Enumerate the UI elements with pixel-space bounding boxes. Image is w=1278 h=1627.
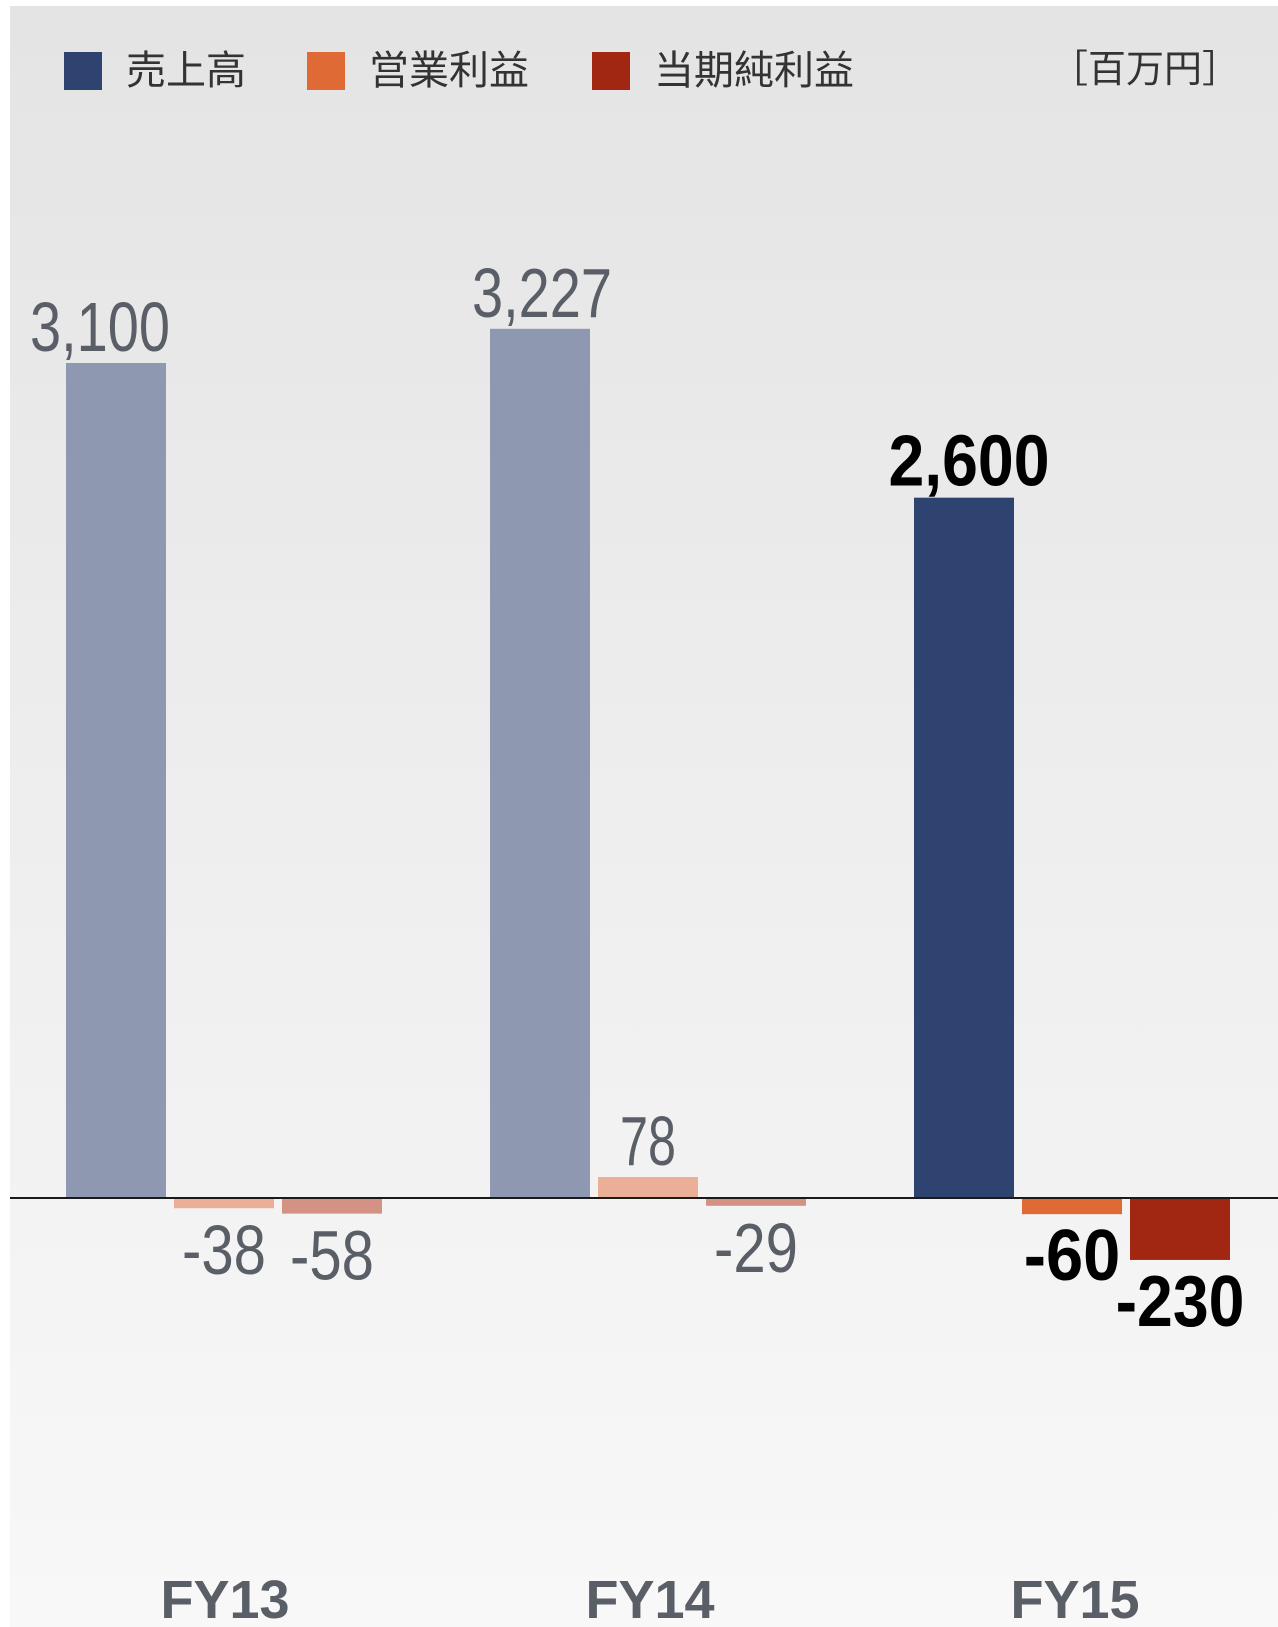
legend-swatch-3 xyxy=(592,52,630,90)
bar-fy14-series-1 xyxy=(490,328,590,1198)
value-label-fy14-series-3: -29 xyxy=(714,1209,798,1287)
legend-label-2: 営業利益 xyxy=(369,48,529,94)
value-label-fy13-series-1: 3,100 xyxy=(30,288,170,366)
value-labels: 3,100 -38 -58 3,227 78 -29 2,600 -60-230 xyxy=(30,254,1244,1342)
x-axis-labels: FY13 FY14 FY15 xyxy=(160,1570,1139,1627)
x-label-fy15: FY15 xyxy=(1010,1570,1139,1627)
legend-label-3: 当期純利益 xyxy=(654,48,854,94)
legend: 売上高 営業利益 当期純利益 xyxy=(64,48,854,94)
bar-fy15-series-3 xyxy=(1130,1198,1230,1260)
value-label-fy14-series-1: 3,227 xyxy=(472,254,612,332)
plot-background xyxy=(10,6,1278,1627)
x-label-fy14: FY14 xyxy=(585,1570,714,1627)
legend-label-1: 売上高 xyxy=(126,48,246,94)
value-label-fy13-series-3: -58 xyxy=(290,1217,374,1295)
units-label: ［百万円］ xyxy=(1050,47,1240,91)
value-label-fy15-series-1: 2,600 xyxy=(889,422,1050,502)
bar-fy14-series-3 xyxy=(706,1198,806,1206)
bar-fy13-series-1 xyxy=(66,363,166,1198)
legend-swatch-1 xyxy=(64,52,102,90)
bar-fy13-series-3 xyxy=(282,1198,382,1214)
bar-fy14-series-2 xyxy=(598,1176,698,1198)
value-label-fy14-series-2: 78 xyxy=(620,1102,676,1180)
bar-fy15-series-2 xyxy=(1022,1198,1122,1215)
bar-fy15-series-1 xyxy=(914,497,1014,1198)
bar-fy13-series-2 xyxy=(174,1198,274,1209)
value-label-fy15-series-2: -60 xyxy=(1024,1216,1121,1296)
legend-swatch-2 xyxy=(307,52,345,90)
value-label-fy15-series-3: -230 xyxy=(1116,1262,1245,1342)
bars xyxy=(66,328,1230,1260)
value-label-fy13-series-2: -38 xyxy=(182,1211,266,1289)
x-label-fy13: FY13 xyxy=(160,1570,289,1627)
